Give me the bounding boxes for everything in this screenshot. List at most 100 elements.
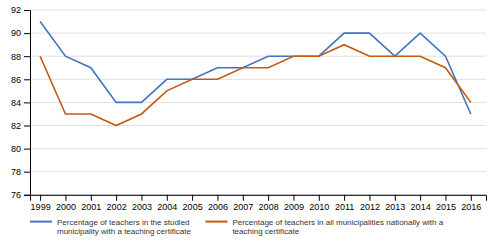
legend-item: Percentage of teachers in the studiedmun…: [30, 218, 191, 237]
plot: 1999 2000 2001 2002 2003 2004 2005 2006 2007 2008…: [11, 5, 487, 212]
y-tick-mark: [24, 149, 30, 150]
y-tick-mark: [24, 10, 30, 11]
chart: 1999 2000 2001 2002 2003 2004 2005 2006 2007 2008…: [0, 0, 500, 242]
x-tick-label: 2000: [56, 202, 76, 212]
x-tick-mark: [243, 195, 244, 201]
x-tick: 2012: [360, 195, 380, 212]
x-tick: 2010: [309, 195, 329, 212]
grid-line: [30, 33, 486, 34]
x-tick-mark: [369, 195, 370, 201]
x-tick-mark: [65, 195, 66, 201]
y-tick-mark: [24, 33, 30, 34]
x-tick-mark: [217, 195, 218, 201]
x-tick-mark: [141, 195, 142, 201]
y-tick-mark: [24, 172, 30, 173]
x-tick-label: 2015: [436, 202, 456, 212]
y-tick: 86: [11, 75, 30, 85]
grid-line: [30, 148, 486, 149]
y-tick: 84: [11, 98, 30, 108]
x-axis: 1999 2000 2001 2002 2003 2004 2005 2006 2007 2008…: [31, 195, 487, 212]
x-tick: 2011: [335, 195, 354, 212]
x-tick-label: 2006: [208, 202, 228, 212]
x-tick-label: 2010: [309, 202, 329, 212]
x-tick-label: 2007: [233, 202, 253, 212]
y-tick-label: 92: [11, 5, 21, 15]
x-tick-mark: [344, 195, 345, 201]
grid-line: [30, 171, 486, 172]
x-tick-mark: [445, 195, 446, 201]
x-tick: 2001: [81, 195, 101, 212]
x-tick-mark: [116, 195, 117, 201]
y-tick-mark: [24, 56, 30, 57]
x-tick: 2008: [259, 195, 279, 212]
x-tick: 2004: [157, 195, 177, 212]
x-tick-mark: [395, 195, 396, 201]
x-tick-mark: [40, 195, 41, 201]
x-tick: 2013: [385, 195, 405, 212]
x-tick: 2007: [233, 195, 253, 212]
x-tick: 2009: [284, 195, 304, 212]
y-tick-label: 82: [11, 121, 21, 131]
legend-swatch: [30, 221, 52, 223]
legend-label: Percentage of teachers in all municipali…: [232, 218, 443, 237]
x-tick-label: 2013: [385, 202, 405, 212]
x-tick-mark: [293, 195, 294, 201]
y-tick: 80: [11, 144, 30, 154]
x-tick-label: 2001: [81, 202, 101, 212]
x-tick-mark: [420, 195, 421, 201]
x-tick-label: 1999: [31, 202, 51, 212]
x-tick-mark: [192, 195, 193, 201]
x-tick: 2016: [461, 195, 481, 212]
legend: Percentage of teachers in the studiedmun…: [30, 218, 444, 237]
y-tick: 90: [11, 28, 30, 38]
x-tick-mark: [319, 195, 320, 201]
y-tick-mark: [24, 126, 30, 127]
x-tick-label: 2008: [259, 202, 279, 212]
legend-item: Percentage of teachers in all municipali…: [205, 218, 443, 237]
y-axis: 76 78 80 82 84 86 88 90 92: [11, 5, 31, 200]
x-tick-mark: [268, 195, 269, 201]
x-tick-label: 2009: [284, 202, 304, 212]
x-tick-label: 2005: [183, 202, 203, 212]
x-tick: 2000: [56, 195, 76, 212]
y-tick-mark: [24, 102, 30, 103]
y-tick: 88: [11, 52, 30, 62]
x-tick: 2015: [436, 195, 456, 212]
y-tick-label: 78: [11, 167, 21, 177]
legend-swatch: [205, 221, 227, 223]
x-tick-label: 2002: [107, 202, 127, 212]
x-tick-label: 2016: [461, 202, 481, 212]
y-tick: 82: [11, 121, 30, 131]
x-tick: 2003: [132, 195, 152, 212]
series-line: [40, 45, 471, 126]
y-tick-label: 88: [11, 52, 21, 62]
legend-label: Percentage of teachers in the studiedmun…: [57, 218, 191, 237]
y-axis-line: [24, 11, 31, 196]
y-tick-mark: [24, 195, 30, 196]
y-tick-label: 90: [11, 28, 21, 38]
x-tick-label: 2004: [157, 202, 177, 212]
x-tick: 2005: [183, 195, 203, 212]
x-tick: 2006: [208, 195, 228, 212]
x-tick-label: 2011: [335, 202, 354, 212]
y-tick: 76: [11, 190, 30, 200]
x-tick-label: 2003: [132, 202, 152, 212]
grid-line: [30, 102, 486, 103]
x-tick-mark: [167, 195, 168, 201]
y-tick-label: 80: [11, 144, 21, 154]
x-tick-mark: [471, 195, 472, 201]
y-tick-label: 84: [11, 98, 21, 108]
x-tick: 1999: [31, 195, 51, 212]
x-axis-line: [31, 195, 487, 201]
grid-line: [30, 125, 486, 126]
x-tick: 2002: [107, 195, 127, 212]
y-tick-label: 86: [11, 75, 21, 85]
grid-line: [30, 10, 486, 11]
x-tick-label: 2012: [360, 202, 380, 212]
series-group: [40, 22, 471, 126]
y-tick-mark: [24, 79, 30, 80]
x-tick-mark: [91, 195, 92, 201]
y-tick-label: 76: [11, 190, 21, 200]
y-tick: 92: [11, 5, 30, 15]
grid: [30, 10, 486, 195]
